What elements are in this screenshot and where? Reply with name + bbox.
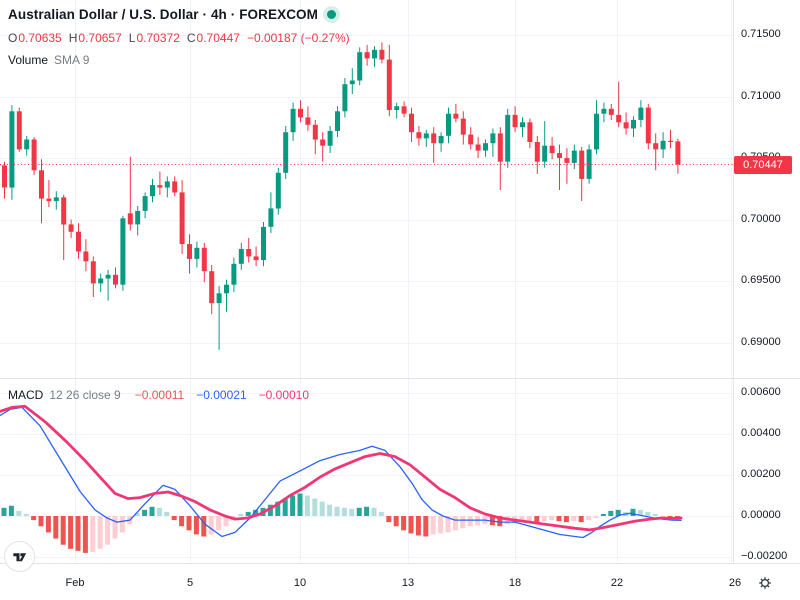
time-axis-label: 13	[401, 577, 415, 589]
time-axis-label: 26	[728, 577, 742, 589]
price-axis-label: 0.71500	[741, 28, 781, 40]
low-label: L	[128, 31, 136, 45]
macd-axis-label: 0.00600	[741, 386, 781, 398]
macd-signal-value: −0.00010	[258, 388, 310, 402]
open-value: 0.70635	[18, 31, 62, 45]
symbol-header: Australian Dollar / U.S. Dollar · 4h · F…	[8, 7, 336, 22]
change-value: −0.00187 (−0.27%)	[246, 31, 350, 45]
macd-histogram-value: −0.00011	[134, 388, 185, 402]
tradingview-logo-icon	[13, 553, 27, 562]
close-value: 0.70447	[196, 31, 240, 45]
macd-axis-label: −0.00200	[741, 550, 788, 562]
close-label: C	[186, 31, 196, 45]
macd-axis-label: 0.00400	[741, 427, 781, 439]
gear-icon	[759, 577, 771, 589]
time-axis-label: 22	[610, 577, 624, 589]
price-axis-label: 0.69500	[741, 274, 781, 286]
price-axis-label: 0.71000	[741, 89, 781, 102]
ohlc-row: O 0.70635 H 0.70657 L 0.70372 C 0.70447 −0.0…	[8, 31, 350, 45]
open-label: O	[8, 31, 18, 45]
market-status-dot-icon[interactable]	[327, 10, 336, 19]
time-axis-label: 10	[293, 577, 307, 589]
last-price-badge: 0.70447	[734, 155, 792, 174]
price-axis-label: 0.69000	[741, 335, 781, 348]
price-axis-label: 0.70000	[741, 212, 781, 225]
macd-axis-label: 0.00000	[741, 509, 781, 521]
time-axis-label: 18	[508, 577, 522, 589]
macd-line-value: −0.00021	[196, 388, 247, 402]
macd-axis-label: 0.00200	[741, 468, 781, 480]
volume-legend[interactable]: Volume SMA 9	[8, 53, 89, 67]
symbol-title[interactable]: Australian Dollar / U.S. Dollar · 4h · F…	[8, 7, 318, 22]
time-axis-label: Feb	[65, 577, 85, 589]
macd-label: MACD	[8, 388, 44, 402]
volume-label: Volume	[8, 53, 49, 67]
tradingview-logo[interactable]	[4, 541, 35, 572]
low-value: 0.70372	[136, 31, 180, 45]
macd-legend[interactable]: MACD 12 26 close 9 −0.00011 −0.00021 −0.…	[8, 388, 309, 402]
high-label: H	[68, 31, 78, 45]
volume-param: SMA 9	[54, 53, 90, 67]
high-value: 0.70657	[78, 31, 122, 45]
time-axis-label: 5	[186, 577, 194, 589]
macd-params: 12 26 close 9	[49, 388, 121, 402]
time-axis-settings-button[interactable]	[754, 572, 776, 594]
